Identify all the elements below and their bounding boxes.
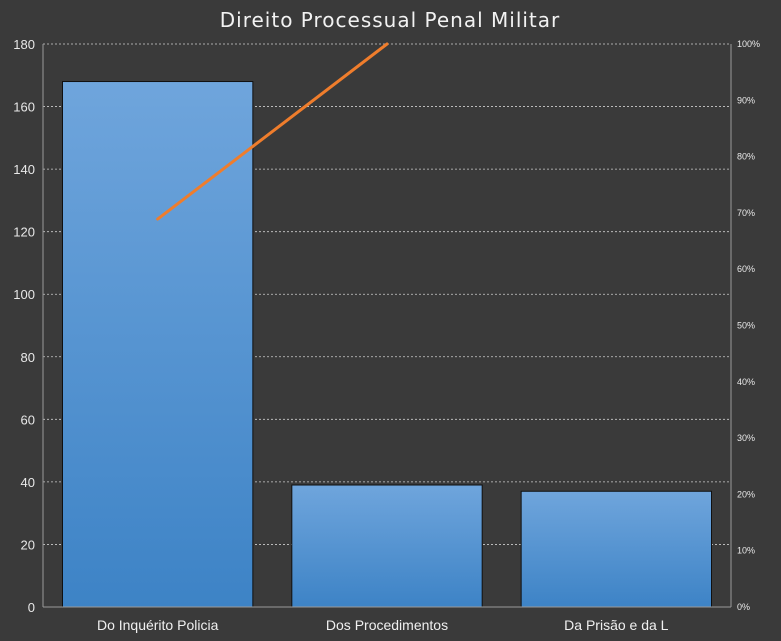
chart-title: Direito Processual Penal Militar: [220, 8, 561, 32]
bar: [520, 490, 713, 608]
y2-tick-label: 100%: [737, 39, 760, 49]
y-tick-label: 40: [21, 475, 35, 490]
y-tick-label: 80: [21, 350, 35, 365]
bar: [61, 81, 254, 608]
x-tick-label: Da Prisão e da L: [564, 617, 668, 633]
cumulative-line: [156, 42, 389, 221]
y2-tick-label: 60%: [737, 264, 755, 274]
y2-tick-label: 70%: [737, 208, 755, 218]
y2-tick-label: 20%: [737, 489, 755, 499]
bar: [291, 484, 483, 608]
y-tick-label: 180: [13, 37, 35, 52]
bars: [61, 81, 713, 608]
tick-labels: 0 20 40 60 80 100 120 140 160 180 0% 10% 20% 30% 40% 50…: [13, 37, 760, 633]
y2-tick-label: 10%: [737, 546, 755, 556]
y-tick-label: 0: [28, 600, 35, 615]
y-tick-label: 120: [13, 225, 35, 240]
axes: [42, 44, 732, 608]
y2-tick-label: 30%: [737, 433, 755, 443]
y2-tick-label: 0%: [737, 602, 750, 612]
y-tick-label: 140: [13, 162, 35, 177]
y2-tick-label: 90%: [737, 95, 755, 105]
y-tick-label: 20: [21, 537, 35, 552]
y-tick-label: 100: [13, 287, 35, 302]
y2-tick-label: 50%: [737, 321, 755, 331]
x-tick-label: Dos Procedimentos: [326, 617, 448, 633]
y-tick-label: 160: [13, 100, 35, 115]
x-tick-label: Do Inquérito Policia: [97, 617, 219, 633]
y2-tick-label: 80%: [737, 152, 755, 162]
y2-tick-label: 40%: [737, 377, 755, 387]
cumulative-percentage-line: [156, 42, 389, 221]
y-tick-label: 60: [21, 412, 35, 427]
